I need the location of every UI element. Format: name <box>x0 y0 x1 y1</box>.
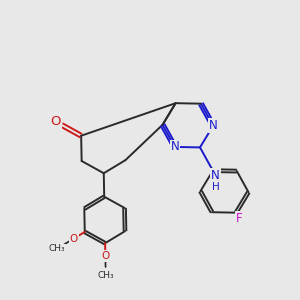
Text: N: N <box>209 119 218 132</box>
Text: F: F <box>236 212 242 225</box>
Text: O: O <box>51 115 61 128</box>
Text: H: H <box>212 182 220 192</box>
Text: CH₃: CH₃ <box>49 244 66 253</box>
Text: CH₃: CH₃ <box>98 271 114 280</box>
Text: O: O <box>101 251 110 261</box>
Text: N: N <box>170 140 179 153</box>
Text: N: N <box>211 169 220 182</box>
Text: O: O <box>70 233 78 244</box>
